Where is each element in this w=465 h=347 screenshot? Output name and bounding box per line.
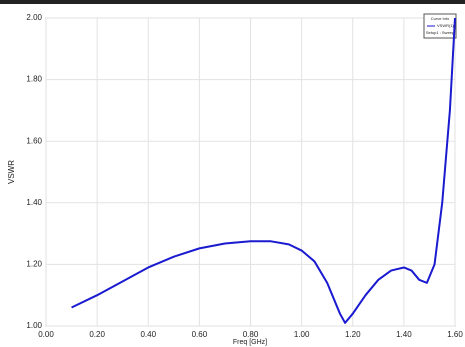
y-tick-label: 1.60 xyxy=(26,136,42,145)
y-tick-label: 1.40 xyxy=(26,198,42,207)
x-tick-label: 0.60 xyxy=(192,330,208,339)
x-tick-label: 1.40 xyxy=(396,330,412,339)
x-tick-label: 0.20 xyxy=(89,330,105,339)
data-line xyxy=(71,17,456,324)
x-axis-label: Freq [GHz] xyxy=(233,339,267,346)
x-tick-label: 1.00 xyxy=(294,330,310,339)
x-tick-label: 0.40 xyxy=(140,330,156,339)
legend-subtitle: Setup1 : Sweep xyxy=(426,30,455,35)
x-tick-label: 1.60 xyxy=(447,330,463,339)
grid xyxy=(45,17,456,327)
x-tick-label: 0.00 xyxy=(38,330,54,339)
y-tick-label: 1.00 xyxy=(26,321,42,330)
legend-title: Curve Info xyxy=(431,16,450,21)
legend: Curve Info Setup1 : Sweep VSWR(1) xyxy=(423,13,457,39)
y-tick-label: 1.20 xyxy=(26,260,42,269)
y-axis-label: VSWR xyxy=(7,160,16,184)
legend-box xyxy=(423,13,457,39)
top-bar xyxy=(0,0,465,4)
y-tick-label: 1.80 xyxy=(26,75,42,84)
x-tick-label: 1.20 xyxy=(345,330,361,339)
legend-label: VSWR(1) xyxy=(437,23,455,28)
x-tick-label: 0.80 xyxy=(243,330,259,339)
y-tick-label: 2.00 xyxy=(26,13,42,22)
